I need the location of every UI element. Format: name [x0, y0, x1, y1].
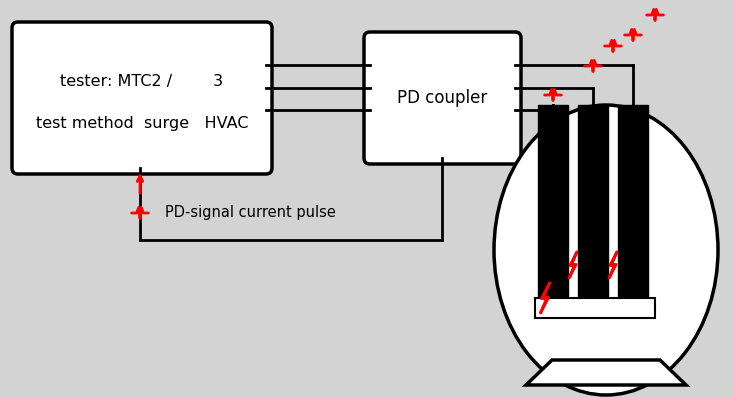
Polygon shape: [569, 252, 577, 278]
Text: PD-signal current pulse: PD-signal current pulse: [165, 206, 336, 220]
FancyBboxPatch shape: [12, 22, 272, 174]
Text: test method  surge   HVAC: test method surge HVAC: [36, 116, 248, 131]
FancyBboxPatch shape: [364, 32, 521, 164]
Polygon shape: [609, 252, 617, 278]
Bar: [578, 105, 608, 310]
Bar: [618, 105, 648, 310]
Bar: [538, 105, 568, 310]
Text: PD coupler: PD coupler: [397, 89, 487, 107]
Polygon shape: [526, 360, 686, 385]
Ellipse shape: [494, 105, 718, 395]
Bar: [535, 298, 655, 318]
Text: tester: MTC2 /        3: tester: MTC2 / 3: [60, 74, 224, 89]
Polygon shape: [540, 283, 550, 313]
